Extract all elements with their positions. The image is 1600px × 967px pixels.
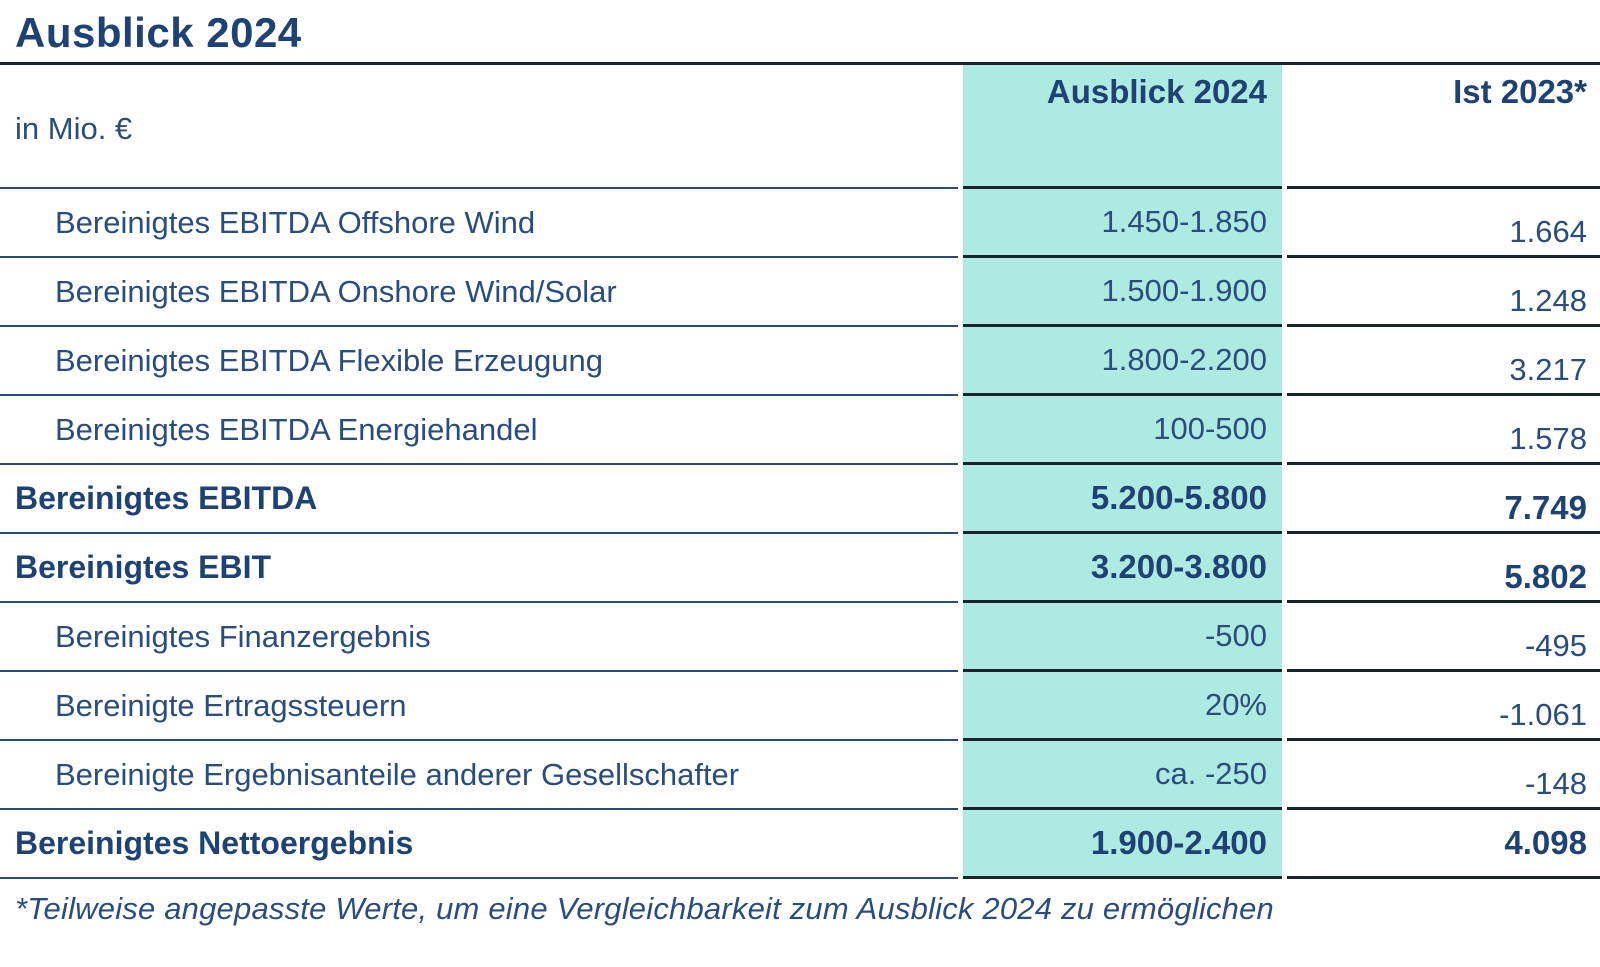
table-row: Bereinigtes EBITDA Energiehandel 100-500… <box>0 396 1600 465</box>
outlook-value: 1.800-2.200 <box>1101 342 1267 377</box>
actual-value: -1.061 <box>1499 697 1587 732</box>
row-label: Bereinigtes EBITDA <box>0 465 958 534</box>
actual-value-cell: -148 <box>1287 741 1600 810</box>
row-label: Bereinigtes EBITDA Energiehandel <box>0 396 958 465</box>
actual-value-cell: 4.098 <box>1287 810 1600 879</box>
outlook-value-cell: 20% <box>963 672 1282 741</box>
table-rows: Bereinigtes EBITDA Offshore Wind 1.450-1… <box>0 189 1600 879</box>
actual-value: 7.749 <box>1504 489 1587 526</box>
actual-value-cell: -495 <box>1287 603 1600 672</box>
outlook-value: 100-500 <box>1153 411 1267 446</box>
footnote: *Teilweise angepasste Werte, um eine Ver… <box>15 891 1275 926</box>
row-label: Bereinigtes Finanzergebnis <box>0 603 958 672</box>
row-label: Bereinigtes EBIT <box>0 534 958 603</box>
row-label: Bereinigtes Nettoergebnis <box>0 810 958 879</box>
outlook-value: 1.500-1.900 <box>1101 273 1267 308</box>
outlook-value: 5.200-5.800 <box>1090 479 1267 516</box>
table-row: Bereinigte Ergebnisanteile anderer Gesel… <box>0 741 1600 810</box>
unit-label: in Mio. € <box>0 65 958 189</box>
outlook-value: 20% <box>1204 687 1267 722</box>
outlook-value-cell: 3.200-3.800 <box>963 534 1282 603</box>
table-row: Bereinigtes EBITDA Onshore Wind/Solar 1.… <box>0 258 1600 327</box>
row-label: Bereinigte Ertragssteuern <box>0 672 958 741</box>
outlook-value-cell: 1.800-2.200 <box>963 327 1282 396</box>
actual-value: 3.217 <box>1509 352 1587 387</box>
column-header-outlook: Ausblick 2024 <box>963 65 1282 189</box>
actual-value: -148 <box>1524 766 1587 801</box>
table-row: Bereinigtes Nettoergebnis 1.900-2.400 4.… <box>0 810 1600 879</box>
outlook-value-cell: -500 <box>963 603 1282 672</box>
outlook-value-cell: 1.500-1.900 <box>963 258 1282 327</box>
outlook-value: -500 <box>1204 618 1267 653</box>
outlook-table: in Mio. € Ausblick 2024 Ist 2023* Berein… <box>0 65 1600 927</box>
outlook-value-cell: 1.900-2.400 <box>963 810 1282 879</box>
table-row: Bereinigtes Finanzergebnis -500 -495 <box>0 603 1600 672</box>
table-header-row: in Mio. € Ausblick 2024 Ist 2023* <box>0 65 1600 189</box>
table-row: Bereinigtes EBITDA Flexible Erzeugung 1.… <box>0 327 1600 396</box>
table-row: Bereinigtes EBIT 3.200-3.800 5.802 <box>0 534 1600 603</box>
actual-value-cell: 1.578 <box>1287 396 1600 465</box>
actual-value: 4.098 <box>1504 824 1587 861</box>
column-header-actual: Ist 2023* <box>1287 65 1600 189</box>
outlook-value: 1.900-2.400 <box>1090 824 1267 861</box>
title-bar: Ausblick 2024 <box>0 0 1600 65</box>
outlook-value-cell: 5.200-5.800 <box>963 465 1282 534</box>
outlook-value-cell: 100-500 <box>963 396 1282 465</box>
actual-value-cell: 3.217 <box>1287 327 1600 396</box>
outlook-value: 3.200-3.800 <box>1090 548 1267 585</box>
actual-value-cell: 1.664 <box>1287 189 1600 258</box>
page-title: Ausblick 2024 <box>15 9 302 56</box>
row-label: Bereinigtes EBITDA Onshore Wind/Solar <box>0 258 958 327</box>
actual-value-cell: -1.061 <box>1287 672 1600 741</box>
table-row: Bereinigtes EBITDA 5.200-5.800 7.749 <box>0 465 1600 534</box>
actual-value: -495 <box>1524 628 1587 663</box>
actual-value-cell: 7.749 <box>1287 465 1600 534</box>
outlook-value: ca. -250 <box>1154 756 1267 791</box>
row-label: Bereinigte Ergebnisanteile anderer Gesel… <box>0 741 958 810</box>
table-row: Bereinigtes EBITDA Offshore Wind 1.450-1… <box>0 189 1600 258</box>
table-row: Bereinigte Ertragssteuern 20% -1.061 <box>0 672 1600 741</box>
outlook-value-cell: ca. -250 <box>963 741 1282 810</box>
actual-value-cell: 1.248 <box>1287 258 1600 327</box>
actual-value: 1.248 <box>1509 283 1587 318</box>
row-label: Bereinigtes EBITDA Offshore Wind <box>0 189 958 258</box>
actual-value: 1.578 <box>1509 421 1587 456</box>
actual-value-cell: 5.802 <box>1287 534 1600 603</box>
actual-value: 1.664 <box>1509 214 1587 249</box>
actual-value: 5.802 <box>1504 558 1587 595</box>
row-label: Bereinigtes EBITDA Flexible Erzeugung <box>0 327 958 396</box>
outlook-value: 1.450-1.850 <box>1101 204 1267 239</box>
outlook-value-cell: 1.450-1.850 <box>963 189 1282 258</box>
